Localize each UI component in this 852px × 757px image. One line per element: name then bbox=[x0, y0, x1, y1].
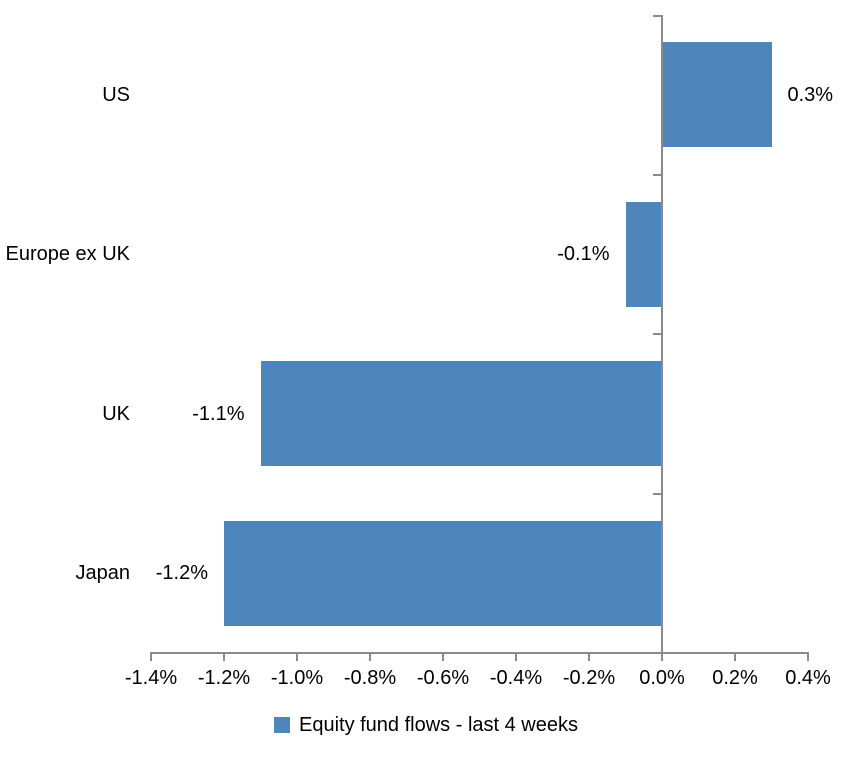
x-tick-label: -0.8% bbox=[343, 667, 397, 689]
category-label: Europe ex UK bbox=[5, 243, 130, 266]
legend-square-icon bbox=[273, 717, 290, 733]
x-tick-label: -1.0% bbox=[270, 667, 324, 689]
x-tick-label: 0.0% bbox=[639, 667, 685, 689]
x-tick-label: -1.2% bbox=[197, 667, 251, 689]
value-label: -1.1% bbox=[192, 402, 245, 425]
value-label: -1.2% bbox=[155, 562, 208, 585]
category-label: UK bbox=[102, 402, 130, 425]
x-axis-tick bbox=[442, 652, 444, 661]
bar bbox=[224, 520, 662, 626]
category-label: US bbox=[102, 83, 130, 106]
x-axis-tick bbox=[150, 652, 152, 661]
category-label: Japan bbox=[75, 562, 131, 585]
y-axis-tick bbox=[653, 173, 663, 176]
x-axis-tick bbox=[515, 652, 517, 661]
bar bbox=[625, 201, 662, 307]
x-tick-label: -1.4% bbox=[124, 667, 178, 689]
bar bbox=[662, 42, 772, 148]
x-axis-tick bbox=[369, 652, 371, 661]
bar bbox=[260, 361, 662, 467]
y-axis-tick bbox=[653, 492, 663, 495]
x-axis-line bbox=[150, 652, 809, 654]
legend-label: Equity fund flows - last 4 weeks bbox=[298, 714, 578, 736]
y-axis-tick bbox=[653, 15, 663, 17]
legend: Equity fund flows - last 4 weeks bbox=[0, 710, 852, 740]
x-tick-label: 0.4% bbox=[785, 667, 831, 689]
x-tick-label: 0.2% bbox=[712, 667, 758, 689]
x-tick-label: -0.4% bbox=[489, 667, 543, 689]
x-axis-tick bbox=[296, 652, 298, 661]
x-axis-tick bbox=[661, 652, 663, 661]
value-label: -0.1% bbox=[557, 243, 610, 266]
x-axis-tick bbox=[734, 652, 736, 661]
x-axis-tick bbox=[223, 652, 225, 661]
x-axis-tick bbox=[588, 652, 590, 661]
value-label: 0.3% bbox=[787, 83, 834, 106]
x-tick-label: -0.6% bbox=[416, 667, 470, 689]
y-axis-tick bbox=[653, 333, 663, 335]
x-tick-label: -0.2% bbox=[562, 667, 616, 689]
x-axis-tick bbox=[807, 652, 809, 661]
